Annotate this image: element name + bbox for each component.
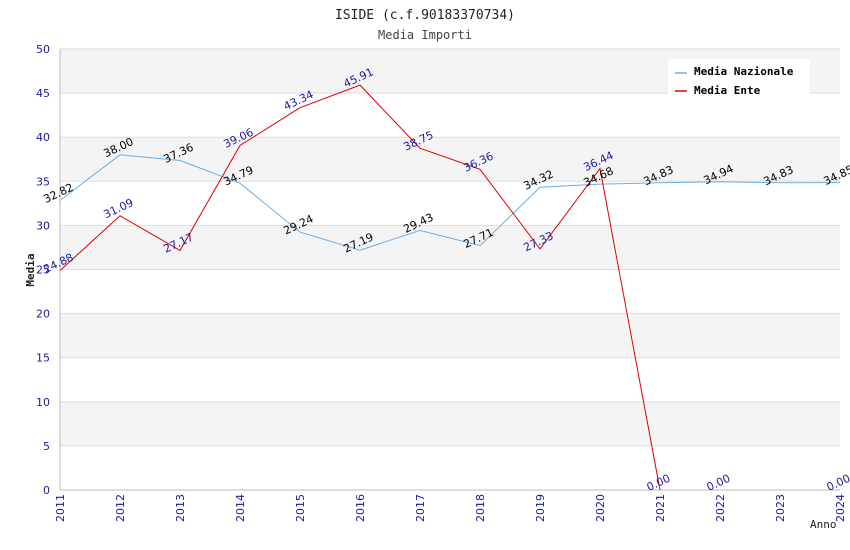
- grid-band: [60, 93, 840, 138]
- y-tick-label: 20: [36, 308, 50, 321]
- x-tick-label: 2019: [534, 494, 547, 522]
- y-tick-label: 35: [36, 175, 50, 188]
- y-tick-label: 5: [43, 440, 50, 453]
- x-tick-label: 2022: [714, 494, 727, 522]
- x-tick-label: 2014: [234, 494, 247, 522]
- y-tick-label: 45: [36, 87, 50, 100]
- grid-band: [60, 401, 840, 446]
- y-tick-label: 25: [36, 264, 50, 277]
- x-tick-labels: 2011 2012 2013 2014 2015 2016 2017 2018 2019 2020…: [54, 494, 847, 522]
- x-tick-label: 2017: [414, 494, 427, 522]
- grid-bands: [60, 49, 840, 490]
- x-tick-label: 2020: [594, 494, 607, 522]
- series-line-media-ente: [59, 84, 661, 491]
- y-tick-label: 40: [36, 131, 50, 144]
- grid-band: [60, 313, 840, 358]
- x-tick-label: 2011: [54, 494, 67, 522]
- y-tick-labels: 0 5 10 15 20 25 30 35 40 45 50: [36, 43, 50, 497]
- x-tick-label: 2012: [114, 494, 127, 522]
- legend-entry-media-nazionale: Media Nazionale: [694, 65, 794, 78]
- grid-band: [60, 269, 840, 314]
- series-lines: [59, 84, 841, 491]
- legend-box: [668, 59, 810, 97]
- x-tick-label: 2018: [474, 494, 487, 522]
- y-tick-label: 50: [36, 43, 50, 56]
- y-tick-label: 30: [36, 219, 50, 232]
- y-tick-label: 10: [36, 396, 50, 409]
- axes: [59, 49, 840, 491]
- legend: Media Nazionale Media Ente: [668, 59, 810, 97]
- y-tick-label: 0: [43, 484, 50, 497]
- x-tick-label: 2021: [654, 494, 667, 522]
- x-axis-label: Anno: [810, 518, 837, 531]
- x-tick-label: 2013: [174, 494, 187, 522]
- chart-subtitle: Media Importi: [378, 28, 472, 42]
- y-tick-label: 15: [36, 352, 50, 365]
- y-axis-label: Media: [24, 253, 37, 286]
- x-tick-label: 2016: [354, 494, 367, 522]
- x-tick-label: 2015: [294, 494, 307, 522]
- grid-band: [60, 181, 840, 226]
- x-tick-label: 2024: [834, 494, 847, 522]
- grid-band: [60, 357, 840, 402]
- grid-band: [60, 445, 840, 490]
- x-tick-label: 2023: [774, 494, 787, 522]
- chart-title: ISIDE (c.f.90183370734): [335, 8, 515, 23]
- series-line-media-nazionale: [59, 154, 841, 251]
- legend-entry-media-ente: Media Ente: [694, 84, 761, 97]
